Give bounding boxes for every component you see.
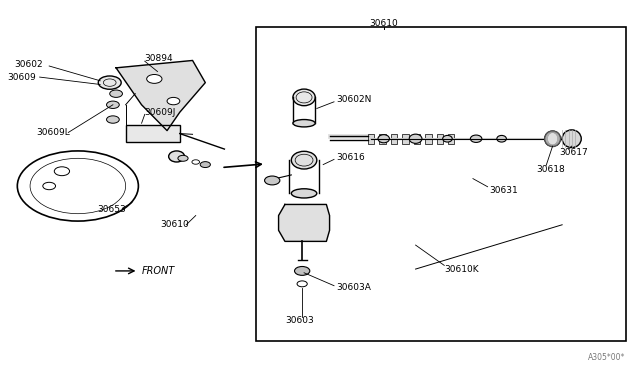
Text: 30602: 30602 xyxy=(14,60,43,69)
Circle shape xyxy=(106,101,119,109)
Text: FRONT: FRONT xyxy=(141,266,175,276)
Text: 30617: 30617 xyxy=(559,148,588,157)
Ellipse shape xyxy=(291,189,317,198)
Text: 30610: 30610 xyxy=(161,220,189,229)
Bar xyxy=(256,27,626,341)
Text: 30609: 30609 xyxy=(8,73,36,81)
Ellipse shape xyxy=(291,151,317,169)
Ellipse shape xyxy=(293,119,316,127)
Ellipse shape xyxy=(470,135,482,142)
Circle shape xyxy=(106,116,119,123)
Polygon shape xyxy=(278,205,330,241)
Circle shape xyxy=(200,161,211,167)
Text: A305*00*: A305*00* xyxy=(588,353,625,362)
Bar xyxy=(125,125,180,142)
Text: 30610K: 30610K xyxy=(444,264,479,273)
Bar xyxy=(391,134,397,144)
Bar xyxy=(368,134,374,144)
Ellipse shape xyxy=(497,135,506,142)
Text: 30609J: 30609J xyxy=(145,108,176,117)
Bar xyxy=(436,134,443,144)
Ellipse shape xyxy=(443,135,452,142)
Ellipse shape xyxy=(378,135,390,143)
Ellipse shape xyxy=(169,151,184,162)
Circle shape xyxy=(147,74,162,83)
Circle shape xyxy=(99,76,121,89)
Text: 30603: 30603 xyxy=(285,316,314,325)
Circle shape xyxy=(264,176,280,185)
Bar xyxy=(448,134,454,144)
Circle shape xyxy=(178,155,188,161)
Text: 30609L: 30609L xyxy=(36,128,70,137)
Text: 30603A: 30603A xyxy=(336,283,371,292)
Bar xyxy=(413,134,420,144)
Text: 30631: 30631 xyxy=(489,186,518,195)
Ellipse shape xyxy=(293,89,316,106)
Circle shape xyxy=(109,90,122,97)
Ellipse shape xyxy=(409,134,422,143)
Text: 30616: 30616 xyxy=(336,153,365,162)
Text: 30610: 30610 xyxy=(369,19,398,28)
Bar xyxy=(402,134,408,144)
Polygon shape xyxy=(116,61,205,131)
Text: 30602N: 30602N xyxy=(336,95,371,104)
Ellipse shape xyxy=(562,130,581,148)
Bar xyxy=(380,134,386,144)
Text: 30894: 30894 xyxy=(145,54,173,63)
Text: 30618: 30618 xyxy=(537,165,565,174)
Ellipse shape xyxy=(545,131,561,147)
Circle shape xyxy=(167,97,180,105)
Text: 30653: 30653 xyxy=(97,205,125,215)
Bar xyxy=(425,134,431,144)
Circle shape xyxy=(294,266,310,275)
